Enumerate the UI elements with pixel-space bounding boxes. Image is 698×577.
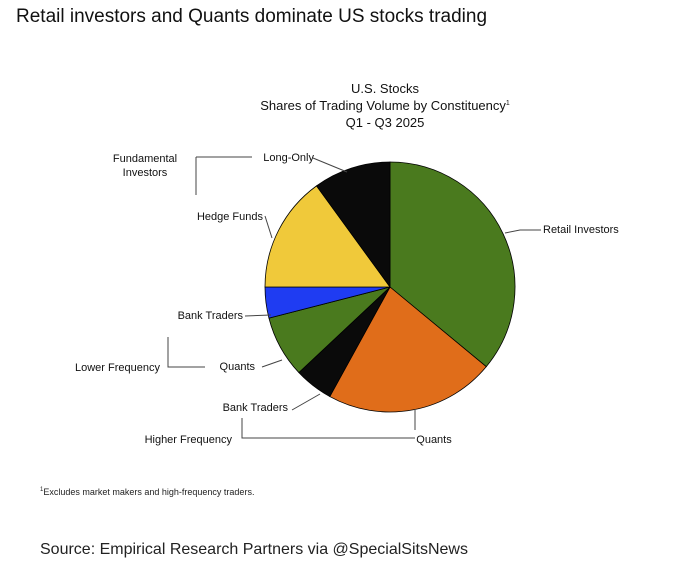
footnote-text: Excludes market makers and high-frequenc… xyxy=(43,487,255,497)
group-label-higher-frequency: Higher Frequency xyxy=(145,434,233,446)
group-label-fundamental-line-0: Fundamental xyxy=(113,153,177,165)
slice-label-quants-green: Quants xyxy=(220,361,256,373)
group-label-fundamental-line-1: Investors xyxy=(123,167,168,179)
leader-hedge-funds xyxy=(264,215,273,239)
slice-label-retail-investors: Retail Investors xyxy=(543,224,619,236)
source-credit: Source: Empirical Research Partners via … xyxy=(40,541,468,558)
pie-slice-quants-1 xyxy=(329,286,487,413)
slice-labels: Retail Investors Quants Bank Traders Qua… xyxy=(178,152,620,446)
footnote: 1Excludes market makers and high-frequen… xyxy=(40,487,254,497)
bracket-lower-frequency xyxy=(167,337,205,368)
chart-title: U.S. Stocks xyxy=(351,81,419,96)
pie-slice-long-only-6 xyxy=(315,161,391,289)
chart-period: Q1 - Q3 2025 xyxy=(346,115,425,130)
pie-slices xyxy=(264,161,516,413)
chart-subtitle-marker: 1 xyxy=(506,100,510,107)
group-label-lower-frequency: Lower Frequency xyxy=(75,362,160,374)
group-label-fundamental-investors: Fundamental Investors xyxy=(113,153,177,179)
bracket-higher-frequency xyxy=(241,418,415,439)
leader-retail-investors xyxy=(504,229,541,234)
footnote-marker: 1 xyxy=(40,487,44,493)
slice-label-quants-orange: Quants xyxy=(416,434,452,446)
slice-label-bank-traders-black: Bank Traders xyxy=(223,402,289,414)
leader-bank-traders-blue xyxy=(244,314,272,317)
leader-long-only xyxy=(312,157,348,173)
chart-subtitle-text: Shares of Trading Volume by Constituency xyxy=(260,98,506,113)
leader-lines xyxy=(167,156,541,439)
leader-quants-green xyxy=(261,359,283,368)
leader-bank-traders-black xyxy=(291,393,321,411)
pie-slice-hedge-funds-5 xyxy=(264,185,391,288)
slice-label-bank-traders-blue: Bank Traders xyxy=(178,310,244,322)
chart-subtitle: Shares of Trading Volume by Constituency… xyxy=(260,98,510,113)
group-labels: Higher Frequency Lower Frequency Fundame… xyxy=(75,153,232,446)
pie-slice-retail-investors-0 xyxy=(389,161,516,368)
headline: Retail investors and Quants dominate US … xyxy=(16,6,488,27)
slice-label-hedge-funds: Hedge Funds xyxy=(197,211,264,223)
slice-label-long-only: Long-Only xyxy=(263,152,314,164)
